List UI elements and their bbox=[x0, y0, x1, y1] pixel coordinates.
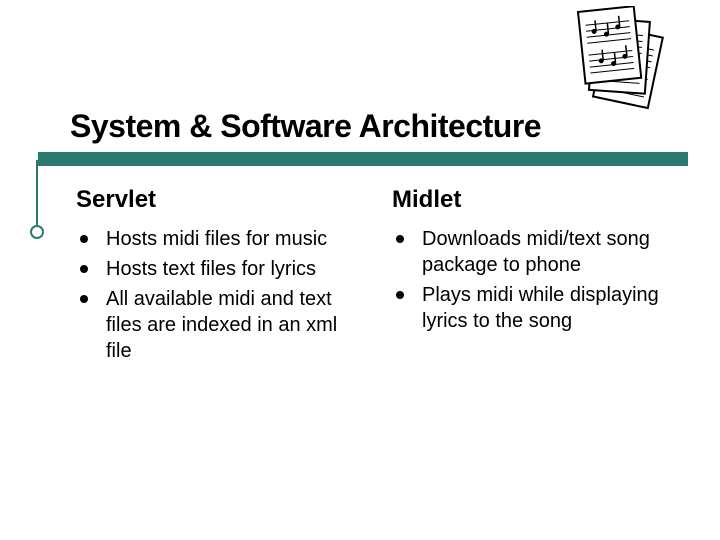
right-column: Midlet Downloads midi/text song package … bbox=[384, 186, 680, 368]
slide-title: System & Software Architecture bbox=[70, 108, 680, 145]
bullet-marker bbox=[396, 235, 404, 243]
content-area: Servlet Hosts midi files for musicHosts … bbox=[76, 186, 680, 368]
bullet-text: Downloads midi/text song package to phon… bbox=[422, 226, 680, 278]
left-bullet-list: Hosts midi files for music Hosts text fil… bbox=[76, 226, 364, 364]
right-bullet-list: Downloads midi/text song package to phon… bbox=[392, 226, 680, 334]
sheet-music-icon bbox=[570, 6, 690, 116]
bullet-text: All available midi and text files are in… bbox=[106, 286, 364, 364]
bullet-marker bbox=[396, 291, 404, 299]
bullet-text: Hosts text files for lyrics bbox=[106, 256, 316, 282]
title-area: System & Software Architecture bbox=[70, 108, 680, 145]
bullet-item: Downloads midi/text song package to phon… bbox=[392, 226, 680, 278]
right-heading: Midlet bbox=[392, 186, 680, 214]
bullet-marker bbox=[80, 295, 88, 303]
bullet-item: Hosts midi files for music bbox=[76, 226, 364, 252]
bullet-text: Plays midi while displaying lyrics to th… bbox=[422, 282, 680, 334]
bullet-marker bbox=[80, 235, 88, 243]
bullet-text: Hosts midi files for music bbox=[106, 226, 327, 252]
accent-circle bbox=[30, 225, 44, 239]
accent-vertical-line bbox=[36, 160, 38, 226]
bullet-marker bbox=[80, 265, 88, 273]
bullet-item: Plays midi while displaying lyrics to th… bbox=[392, 282, 680, 334]
bullet-item: Hosts text files for lyrics bbox=[76, 256, 364, 282]
left-column: Servlet Hosts midi files for musicHosts … bbox=[76, 186, 384, 368]
bullet-item: All available midi and text files are in… bbox=[76, 286, 364, 364]
left-heading: Servlet bbox=[76, 186, 364, 214]
slide: System & Software Architecture Servlet H… bbox=[0, 0, 720, 540]
title-underline bbox=[38, 152, 688, 166]
